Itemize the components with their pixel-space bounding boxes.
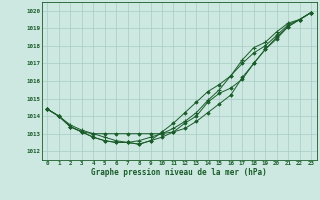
X-axis label: Graphe pression niveau de la mer (hPa): Graphe pression niveau de la mer (hPa)	[91, 168, 267, 177]
